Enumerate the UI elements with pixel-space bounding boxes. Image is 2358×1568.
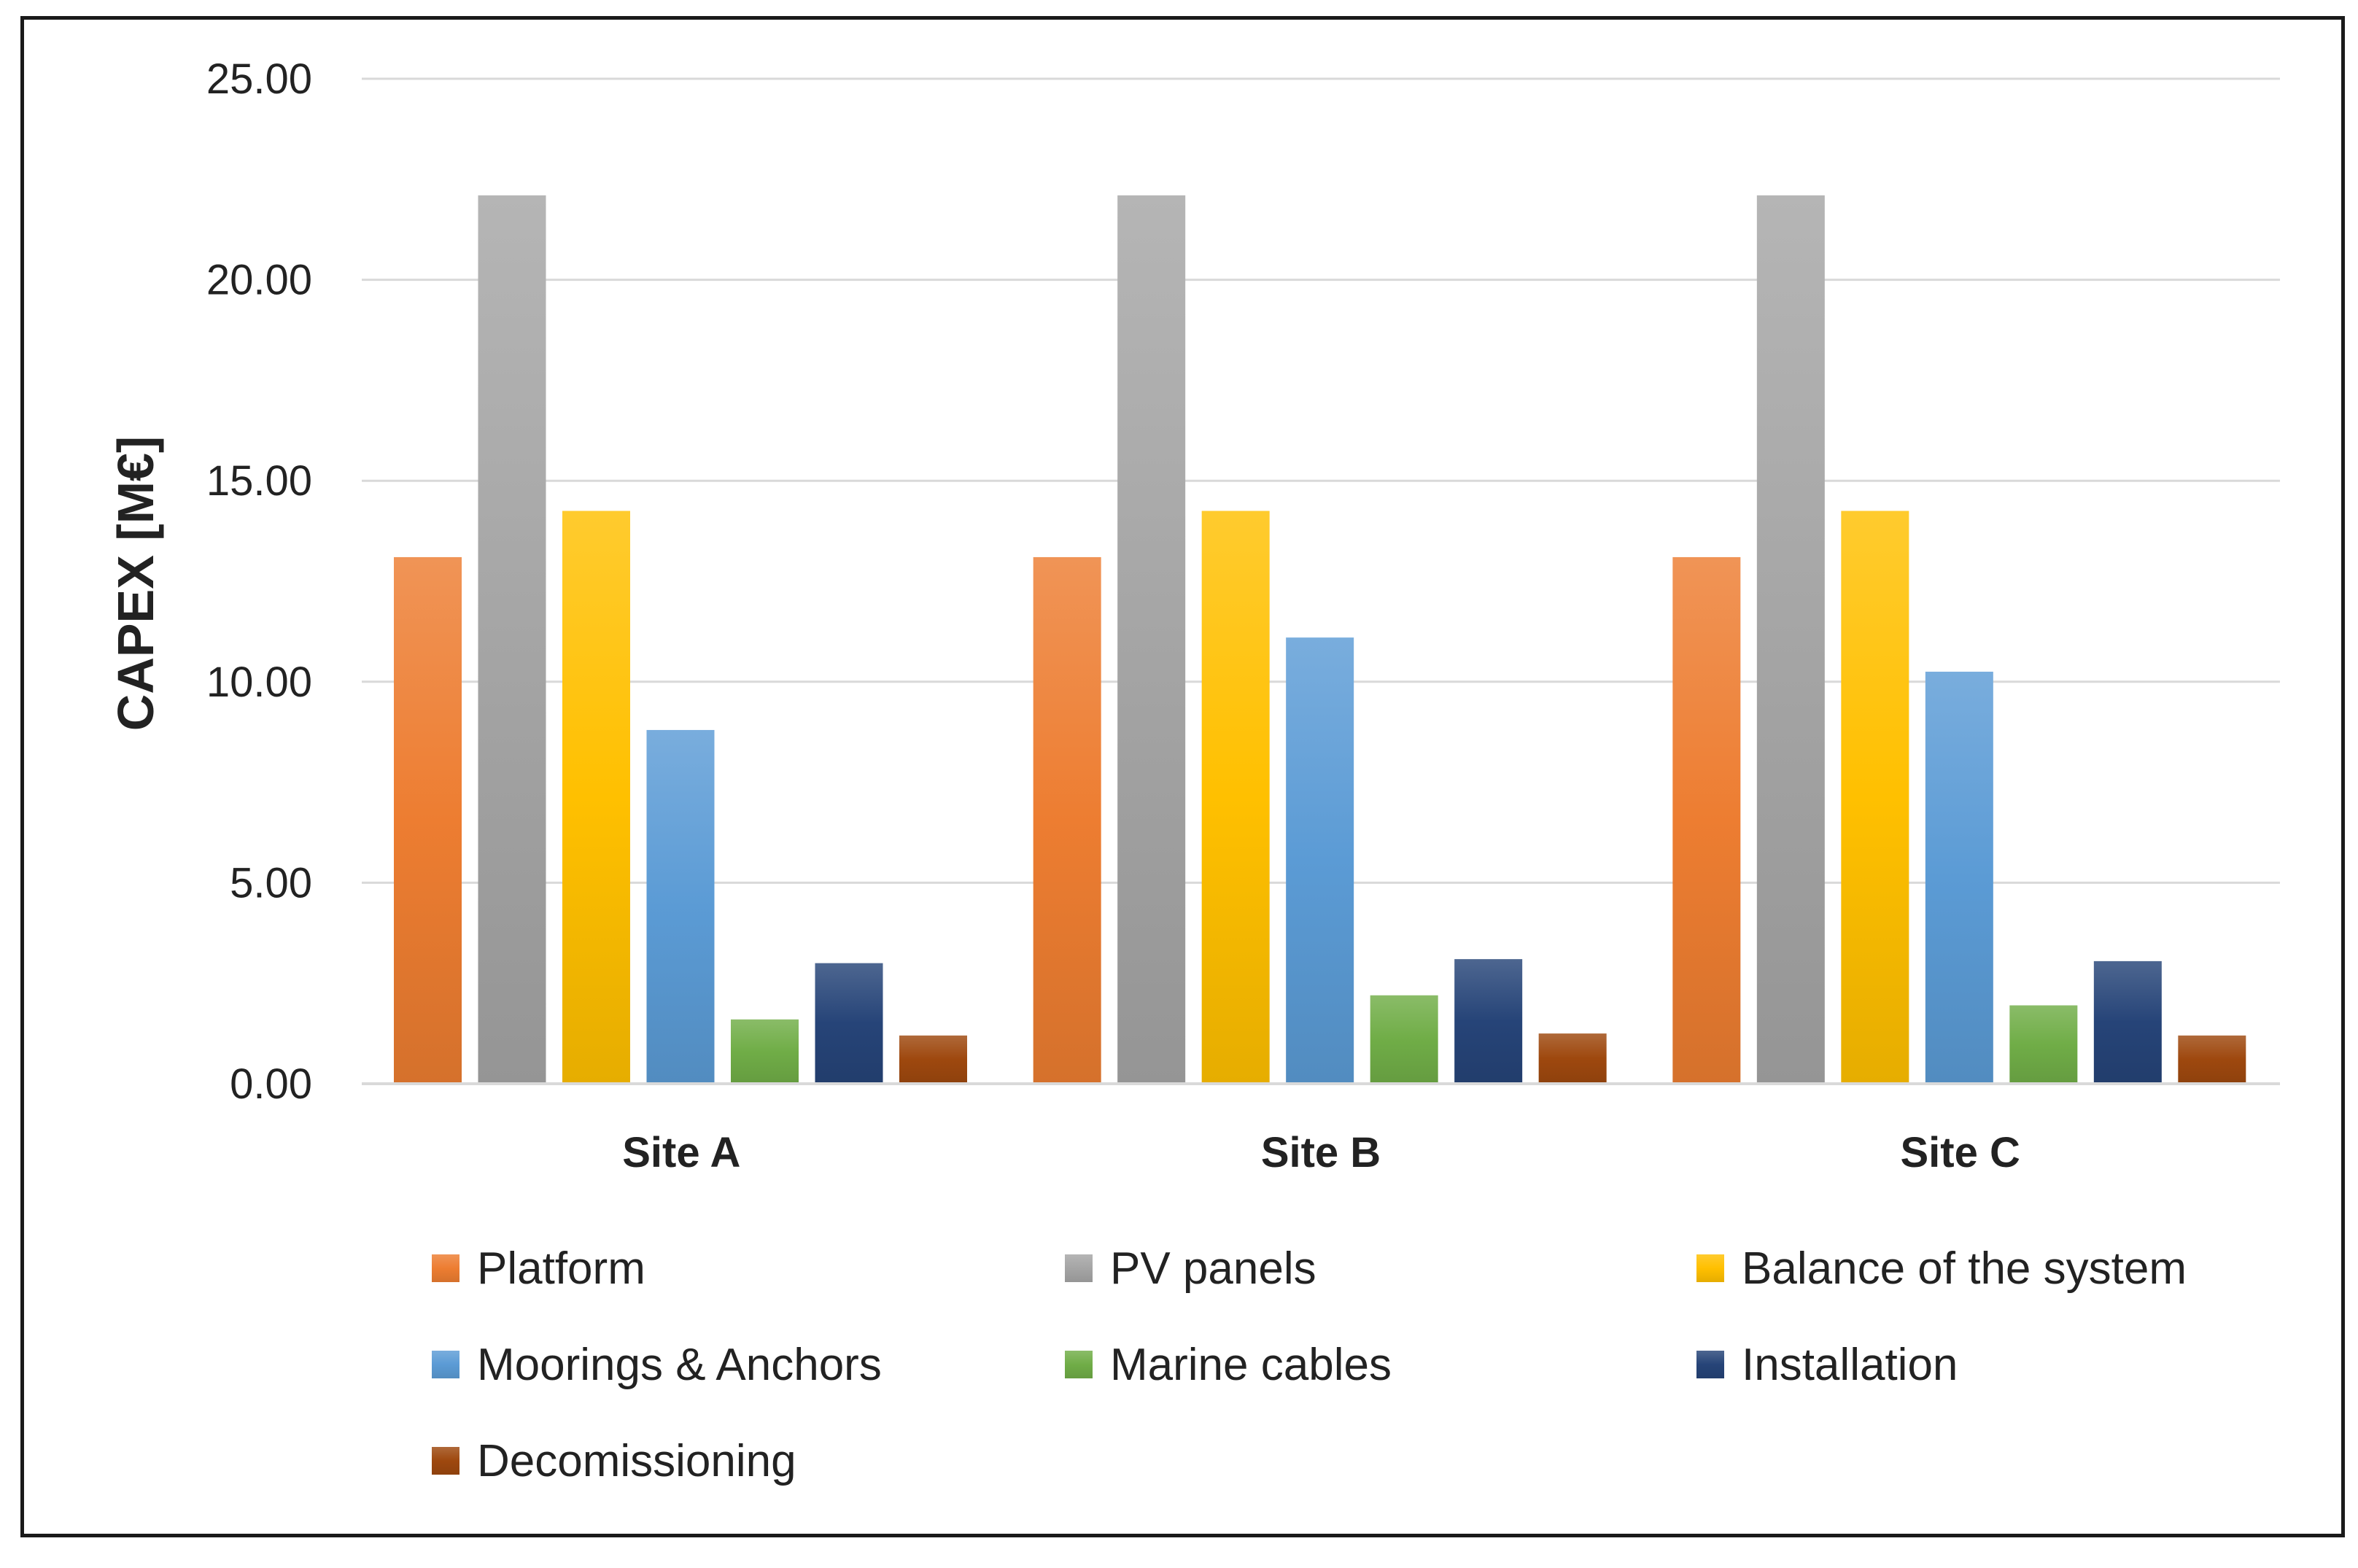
legend-swatch-installation	[1696, 1351, 1724, 1378]
bar-site-b-balance-of-the-system	[1201, 511, 1270, 1084]
bar-site-a-pv-panels	[478, 195, 546, 1084]
legend-item-pv-panels: PV panels	[1065, 1243, 1316, 1294]
legend-item-marine-cables: Marine cables	[1065, 1340, 1392, 1390]
x-tick-label-site-c: Site C	[1900, 1129, 2020, 1176]
x-tick-labels: Site A Site B Site C	[622, 1129, 2020, 1176]
legend-label-platform: Platform	[477, 1243, 645, 1294]
y-axis-label: CAPEX [M€]	[107, 436, 164, 731]
y-tick-labels: 0.00 5.00 10.00 15.00 20.00 25.00	[206, 55, 312, 1108]
x-tick-label-site-a: Site A	[622, 1129, 740, 1176]
legend-item-moorings-and-anchors: Moorings & Anchors	[432, 1340, 882, 1390]
bar-site-a-balance-of-the-system	[562, 511, 630, 1084]
legend-item-platform: Platform	[432, 1243, 645, 1294]
legend-swatch-marine-cables	[1065, 1351, 1093, 1378]
bar-site-b-marine-cables	[1370, 995, 1438, 1084]
bar-site-c-balance-of-the-system	[1841, 511, 1909, 1084]
y-tick-label: 5.00	[230, 859, 312, 907]
legend-item-installation: Installation	[1696, 1340, 1958, 1390]
legend-item-decomissioning: Decomissioning	[432, 1436, 796, 1486]
y-tick-label: 10.00	[206, 659, 312, 706]
bar-site-b-installation	[1454, 959, 1523, 1084]
legend-label-pv-panels: PV panels	[1110, 1243, 1316, 1294]
legend-swatch-decomissioning	[432, 1447, 459, 1475]
legend-label-installation: Installation	[1742, 1340, 1958, 1390]
bar-site-a-installation	[815, 963, 883, 1084]
y-tick-label: 20.00	[206, 257, 312, 304]
legend-item-balance-of-the-system: Balance of the system	[1696, 1243, 2187, 1294]
bar-site-a-marine-cables	[731, 1019, 799, 1084]
bar-site-b-decomissioning	[1538, 1033, 1607, 1084]
bar-site-b-moorings-and-anchors	[1286, 637, 1354, 1084]
bar-site-a-platform	[394, 556, 462, 1084]
y-tick-label: 25.00	[206, 55, 312, 103]
bar-site-c-marine-cables	[2009, 1005, 2078, 1084]
legend-label-decomissioning: Decomissioning	[477, 1436, 796, 1486]
legend-swatch-platform	[432, 1254, 459, 1282]
legend-swatch-balance-of-the-system	[1696, 1254, 1724, 1282]
y-tick-label: 0.00	[230, 1060, 312, 1108]
bar-site-c-moorings-and-anchors	[1925, 672, 1993, 1084]
y-tick-label: 15.00	[206, 457, 312, 505]
legend-label-balance-of-the-system: Balance of the system	[1742, 1243, 2187, 1294]
bar-site-a-decomissioning	[899, 1035, 967, 1084]
x-tick-label-site-b: Site B	[1261, 1129, 1381, 1176]
bar-site-c-decomissioning	[2178, 1035, 2246, 1084]
bar-site-c-pv-panels	[1756, 195, 1825, 1084]
legend-label-marine-cables: Marine cables	[1110, 1340, 1392, 1390]
bar-site-c-platform	[1672, 556, 1741, 1084]
legend: Platform PV panels Balance of the system Mo…	[432, 1243, 2187, 1486]
bars	[394, 195, 2246, 1084]
legend-swatch-moorings-and-anchors	[432, 1351, 459, 1378]
bar-site-b-platform	[1033, 556, 1101, 1084]
legend-swatch-pv-panels	[1065, 1254, 1093, 1282]
bar-site-a-moorings-and-anchors	[646, 729, 715, 1084]
bar-site-c-installation	[2093, 960, 2162, 1084]
legend-label-moorings-and-anchors: Moorings & Anchors	[477, 1340, 882, 1390]
bar-site-b-pv-panels	[1117, 195, 1186, 1084]
